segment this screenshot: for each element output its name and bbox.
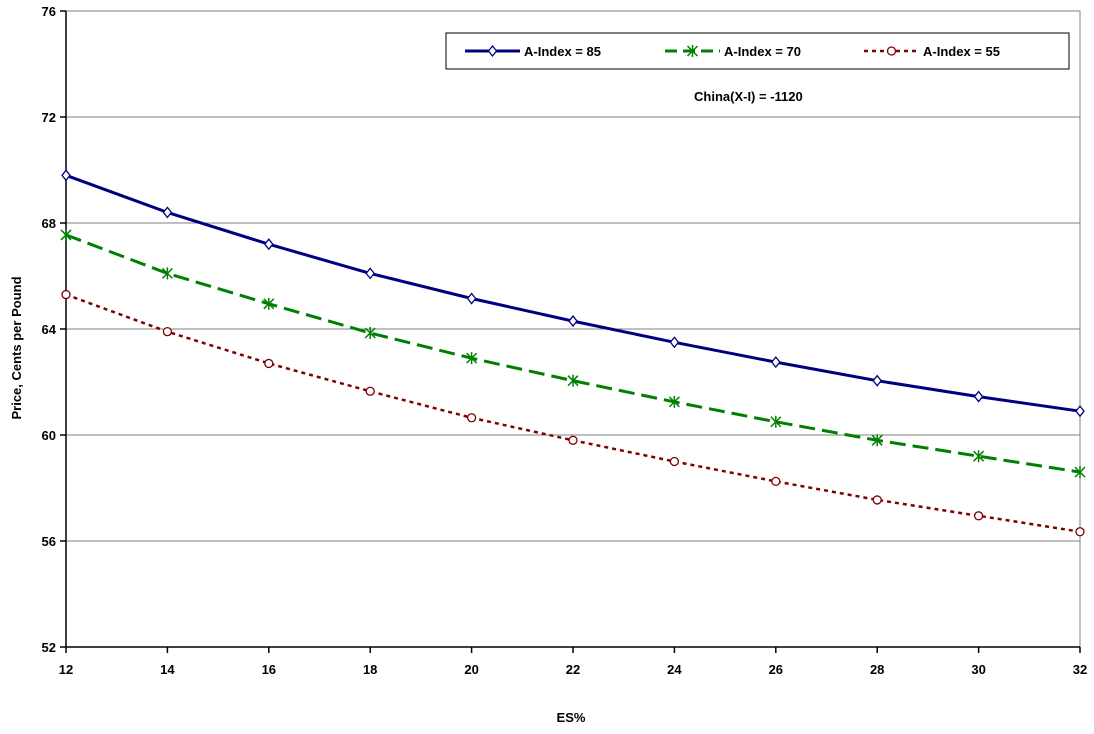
data-point-diamond	[973, 390, 984, 403]
legend-label: A-Index = 55	[923, 44, 1000, 59]
data-point-diamond	[1075, 405, 1085, 418]
x-tick-label: 14	[160, 662, 175, 677]
legend-item-2: A-Index = 70	[665, 44, 801, 59]
data-point-asterisk	[161, 267, 173, 280]
series-line	[65, 293, 1081, 533]
data-point-circle	[264, 358, 274, 369]
data-point-diamond	[263, 238, 274, 251]
series-group	[60, 169, 1086, 537]
data-point-circle	[466, 413, 477, 423]
data-point-diamond	[770, 356, 781, 369]
x-tick-label: 28	[870, 662, 884, 677]
data-point-diamond	[487, 44, 498, 58]
x-tick-label: 30	[971, 662, 985, 677]
data-point-circle	[669, 456, 680, 467]
gridlines	[66, 10, 1080, 542]
x-tick-label: 22	[566, 662, 580, 677]
y-tick-label: 64	[42, 322, 57, 337]
data-point-asterisk	[263, 297, 275, 310]
data-point-diamond	[669, 336, 680, 349]
x-tick-label: 26	[769, 662, 783, 677]
x-tick-label: 24	[667, 662, 682, 677]
y-tick-label: 76	[42, 4, 56, 19]
data-point-diamond	[61, 169, 71, 182]
y-tick-label: 52	[42, 640, 56, 655]
series-1	[61, 169, 1085, 418]
data-point-circle	[568, 435, 578, 445]
tick-labels: 52 56 60 64 68 72 76 12 14 16 18 20 22 24 26 28 30 32	[42, 4, 1088, 677]
data-point-diamond	[466, 292, 477, 305]
data-point-circle	[365, 386, 375, 396]
data-point-diamond	[365, 267, 376, 280]
data-point-asterisk	[770, 415, 782, 428]
data-point-circle	[973, 511, 984, 521]
legend-label: A-Index = 85	[524, 44, 601, 59]
y-axis-title: Price, Cents per Pound	[9, 276, 24, 419]
data-point-asterisk	[364, 326, 376, 339]
legend-box	[445, 32, 1070, 70]
y-tick-label: 72	[42, 110, 56, 125]
data-point-circle	[61, 289, 71, 300]
x-tick-label: 16	[262, 662, 276, 677]
axes	[60, 10, 1081, 653]
data-point-asterisk	[1074, 466, 1086, 479]
series-3	[61, 289, 1085, 537]
series-2	[60, 228, 1086, 479]
data-point-diamond	[568, 315, 578, 328]
data-point-circle	[886, 46, 897, 56]
data-point-asterisk	[871, 434, 883, 447]
data-point-asterisk	[973, 450, 985, 463]
legend-item-1: A-Index = 85	[465, 44, 601, 59]
data-point-circle	[872, 495, 882, 505]
data-point-asterisk	[686, 45, 699, 57]
x-tick-label: 20	[464, 662, 478, 677]
data-point-diamond	[162, 206, 173, 219]
legend: A-Index = 85 A-Index = 70 A-Index = 55	[445, 32, 1070, 70]
data-point-circle	[771, 476, 781, 487]
legend-item-3: A-Index = 55	[864, 44, 1000, 59]
x-tick-label: 32	[1073, 662, 1087, 677]
y-tick-label: 68	[42, 216, 56, 231]
x-tick-label: 12	[59, 662, 73, 677]
y-tick-label: 56	[42, 534, 56, 549]
data-point-asterisk	[466, 352, 478, 365]
x-tick-label: 18	[363, 662, 377, 677]
legend-label: A-Index = 70	[724, 44, 801, 59]
data-point-diamond	[872, 374, 883, 387]
chart-annotation: China(X-I) = -1120	[694, 89, 803, 104]
data-point-asterisk	[60, 228, 72, 241]
data-point-asterisk	[668, 395, 680, 408]
data-point-circle	[162, 326, 173, 337]
y-tick-label: 60	[42, 428, 56, 443]
x-axis-title: ES%	[557, 710, 586, 725]
data-point-circle	[1075, 527, 1085, 537]
data-point-asterisk	[567, 374, 579, 387]
